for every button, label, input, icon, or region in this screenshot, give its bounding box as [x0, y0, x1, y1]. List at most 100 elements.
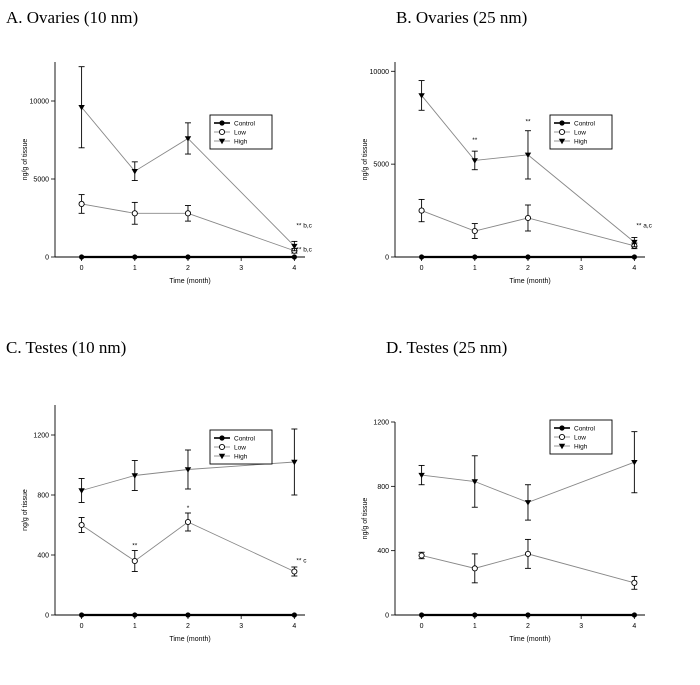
series-low — [418, 198, 638, 250]
x-tick-label: 1 — [473, 265, 477, 272]
legend-label: Low — [234, 444, 246, 451]
data-point — [131, 210, 138, 217]
panel-title: B. Ovaries (25 nm) — [396, 8, 528, 27]
x-tick-label: 1 — [473, 623, 477, 630]
data-point — [291, 568, 298, 575]
legend-label: Low — [234, 129, 246, 136]
y-tick-label: 400 — [37, 553, 49, 560]
data-point — [132, 254, 138, 260]
x-tick-label: 4 — [632, 623, 636, 630]
data-point — [78, 105, 85, 111]
data-point — [631, 612, 637, 618]
data-point — [418, 612, 425, 618]
series-control — [78, 612, 297, 618]
series-line — [81, 461, 295, 491]
data-point — [185, 612, 191, 618]
data-point — [291, 243, 298, 250]
chart-ovaries-10nm: 0 1 2 3 4 0 5000 10000 Time (month) ng/g of tissu… — [22, 62, 313, 285]
series-line — [421, 461, 635, 503]
legend-label: High — [574, 443, 588, 450]
data-point — [291, 459, 298, 466]
data-point — [291, 254, 297, 260]
y-tick-label: 0 — [45, 255, 49, 262]
series-line — [81, 106, 295, 247]
chart-testes-25nm: 0 1 2 3 4 0 400 800 1200 Time (month) ng/g of tiss… — [362, 420, 645, 643]
data-point — [471, 227, 478, 235]
x-tick-label: 4 — [632, 265, 636, 272]
series-low — [418, 538, 638, 590]
panel-ovaries-25nm: B. Ovaries (25 nm) 0 1 2 3 4 0 5000 10000 Time (… — [362, 0, 700, 342]
y-tick-label: 0 — [385, 613, 389, 620]
data-point — [185, 254, 191, 260]
series-line — [421, 553, 635, 584]
x-tick-label: 2 — [186, 265, 190, 272]
legend-marker — [218, 443, 226, 451]
significance-annotation: ** b,c — [296, 247, 312, 254]
significance-annotation: ** b,c — [296, 222, 312, 229]
legend-label: High — [234, 138, 248, 145]
data-point — [78, 488, 85, 494]
data-point — [472, 254, 478, 260]
panel-title: A. Ovaries (10 nm) — [6, 8, 139, 27]
legend-label: Control — [234, 435, 256, 442]
x-tick-label: 1 — [133, 623, 137, 630]
series-high — [418, 431, 638, 521]
chart-testes-10nm: 0 1 2 3 4 0 400 800 1200 Time (month) ng/g of tiss… — [22, 405, 307, 643]
x-tick-label: 0 — [80, 265, 84, 272]
data-point — [418, 552, 425, 559]
y-tick-label: 800 — [377, 484, 389, 491]
series-line — [421, 95, 635, 243]
data-point — [131, 473, 138, 479]
series-low — [78, 512, 298, 577]
significance-annotation: * — [187, 505, 190, 512]
data-point — [631, 239, 638, 246]
x-tick-label: 0 — [80, 623, 84, 630]
series-line — [81, 521, 295, 572]
legend: Control Low High — [209, 114, 273, 150]
data-point — [471, 565, 478, 572]
y-tick-label: 1200 — [373, 420, 389, 427]
data-point — [184, 467, 192, 473]
legend-label: Control — [234, 120, 256, 127]
data-point — [131, 168, 138, 175]
data-point — [184, 136, 192, 142]
legend-marker — [558, 128, 566, 136]
data-point — [472, 612, 478, 618]
y-tick-label: 800 — [37, 493, 49, 500]
x-tick-label: 2 — [526, 265, 530, 272]
data-point — [78, 200, 85, 208]
y-tick-label: 5000 — [373, 162, 389, 169]
legend-marker — [558, 443, 566, 450]
legend-label: Low — [574, 129, 586, 136]
x-axis-label: Time (month) — [509, 278, 550, 285]
data-point — [524, 152, 532, 159]
data-point — [184, 210, 192, 217]
panel-testes-25nm: D. Testes (25 nm) 0 1 2 3 4 0 400 800 1200 Time (… — [362, 330, 700, 672]
x-tick-label: 3 — [239, 265, 243, 272]
legend-marker — [558, 433, 566, 441]
data-point — [78, 521, 85, 529]
x-tick-label: 4 — [292, 623, 296, 630]
x-tick-label: 1 — [133, 265, 137, 272]
series-line — [421, 210, 635, 247]
x-axis-label: Time (month) — [509, 636, 550, 643]
data-point — [471, 158, 478, 164]
data-point — [418, 254, 425, 260]
data-point — [524, 500, 532, 506]
data-point — [184, 518, 192, 526]
x-tick-label: 4 — [292, 265, 296, 272]
x-tick-label: 2 — [186, 623, 190, 630]
series-control — [78, 254, 297, 260]
x-tick-label: 3 — [579, 265, 583, 272]
series-control — [418, 254, 637, 260]
series-line — [81, 203, 295, 252]
x-tick-label: 0 — [420, 265, 424, 272]
y-tick-label: 400 — [377, 548, 389, 555]
series-high — [78, 428, 298, 503]
data-point — [524, 550, 532, 557]
y-tick-label: 0 — [385, 255, 389, 262]
y-axis-label: ng/g of tissue — [362, 498, 369, 540]
significance-annotation: ** — [525, 118, 531, 125]
legend: Control Low High — [549, 114, 613, 150]
significance-annotation: ** — [472, 137, 478, 144]
